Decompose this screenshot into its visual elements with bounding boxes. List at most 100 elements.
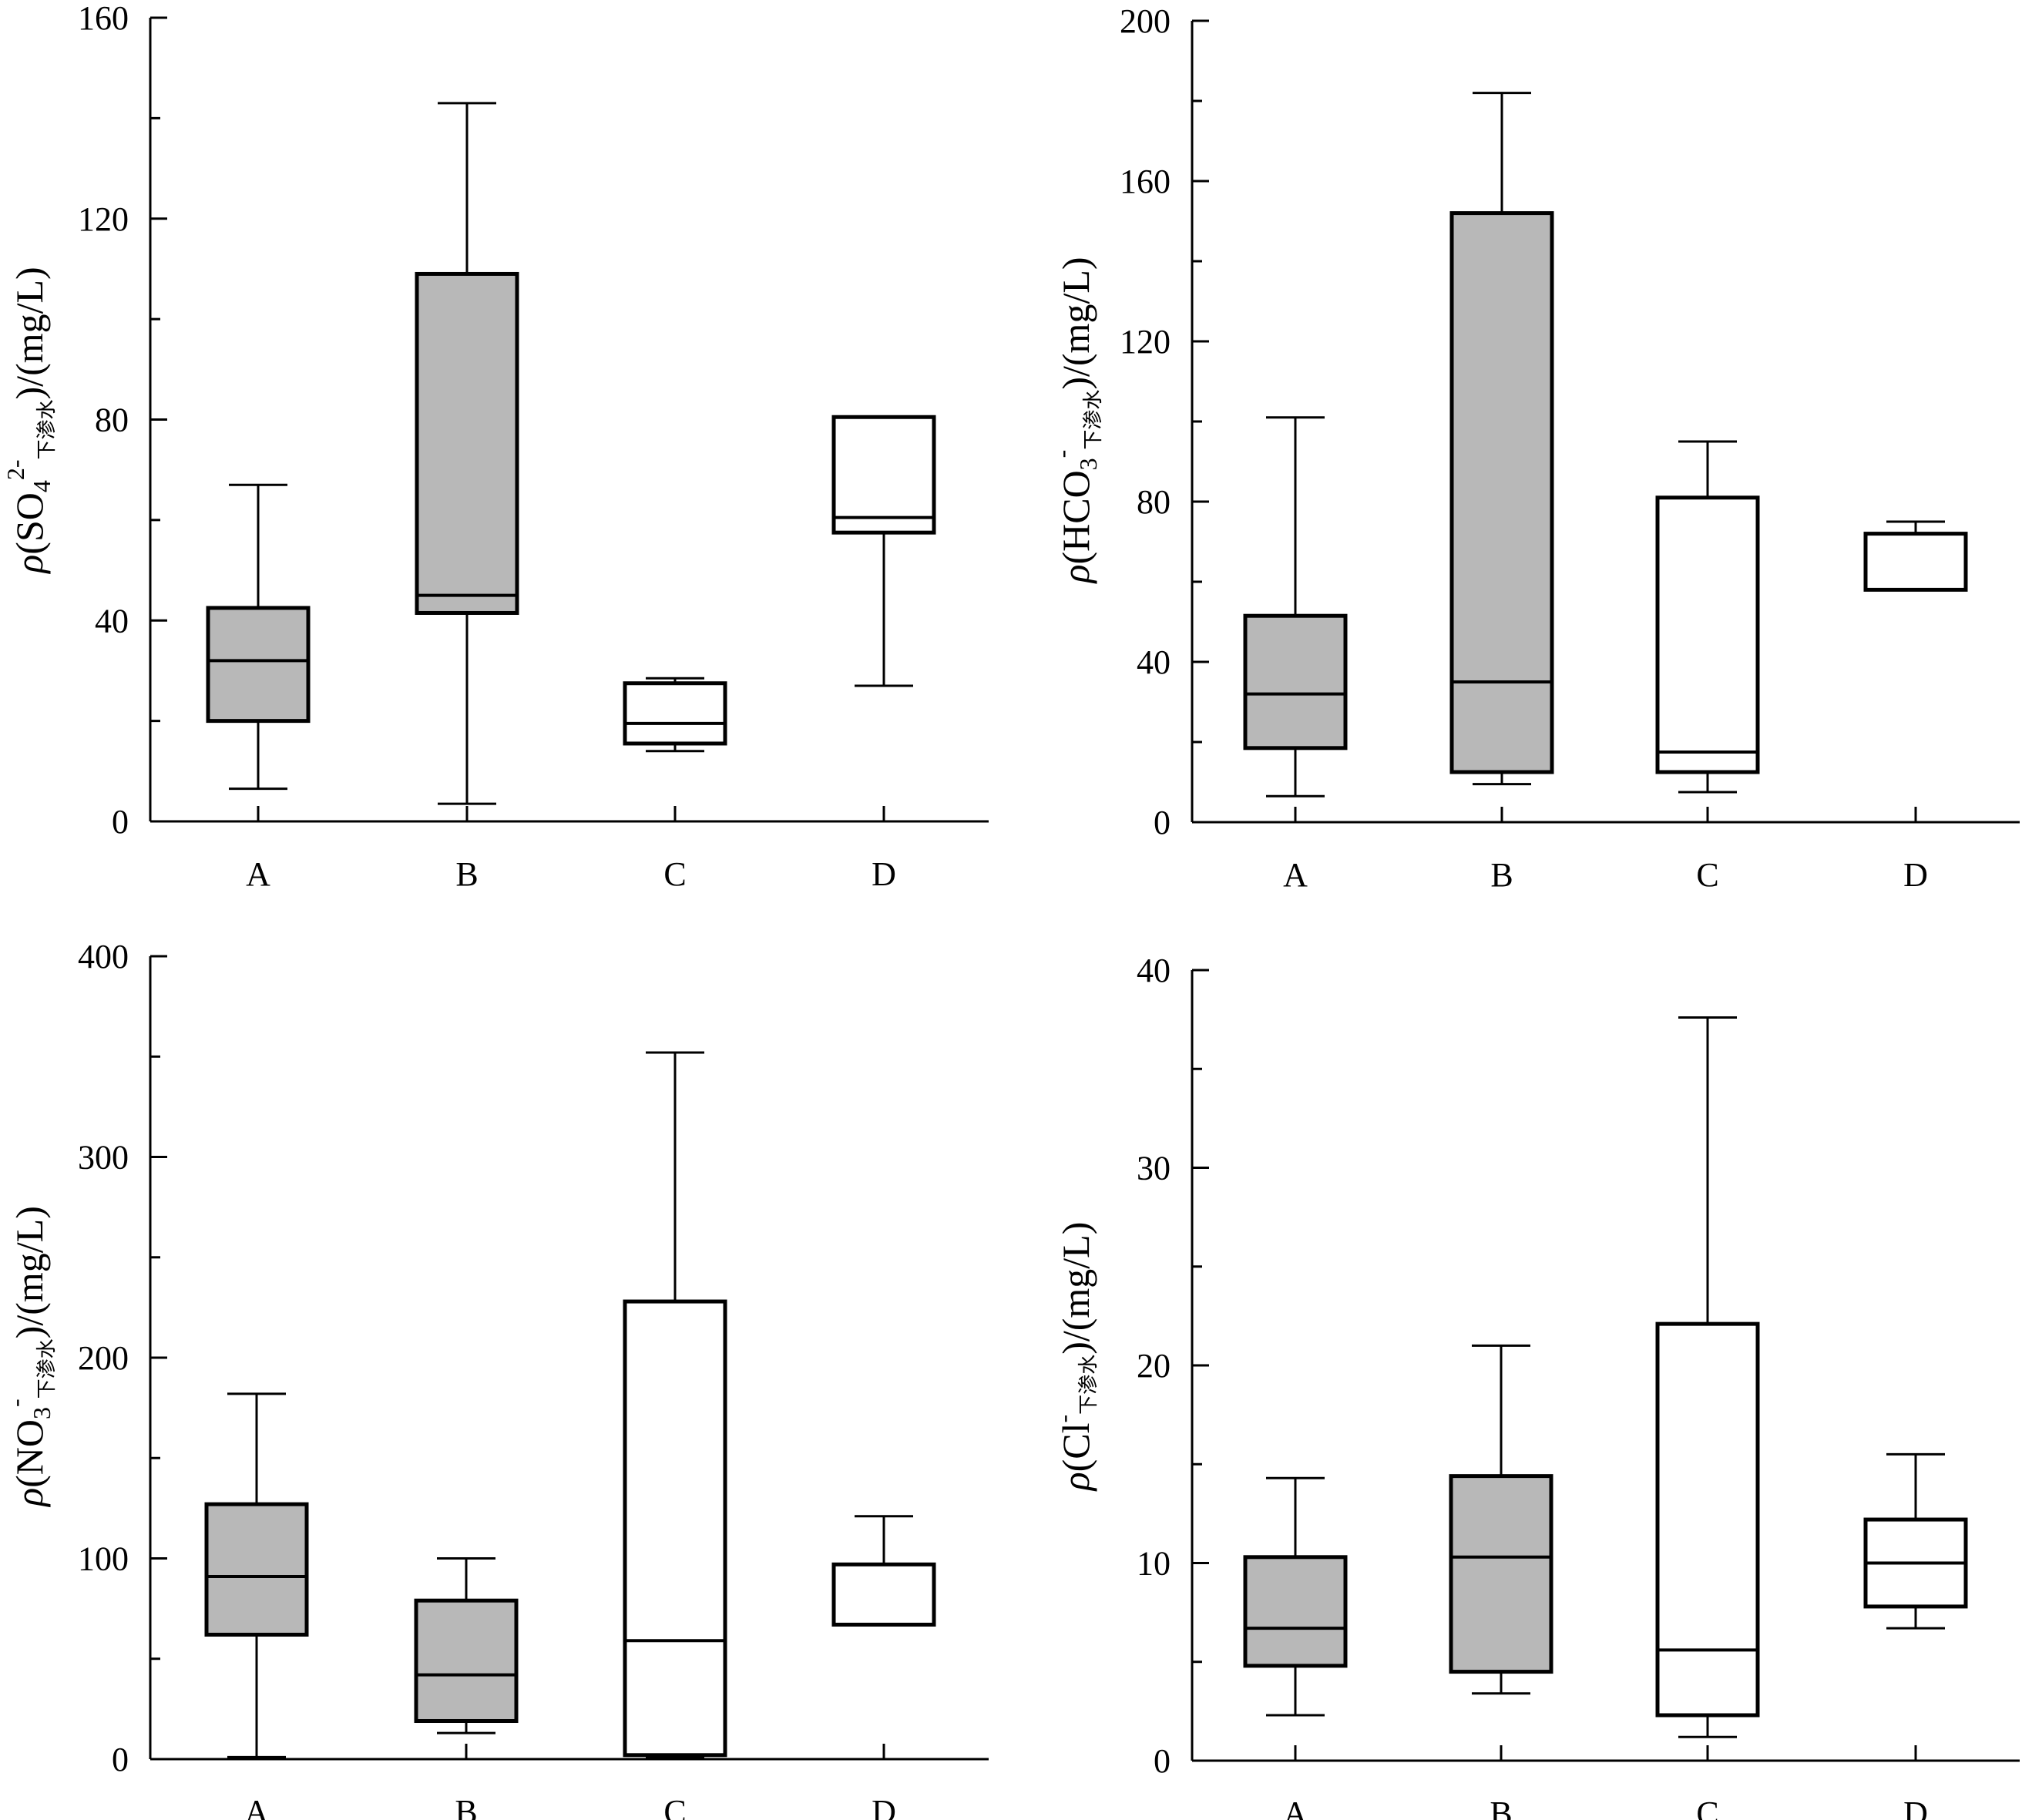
label-ion: (Cl <box>1054 1422 1097 1472</box>
box-B <box>1449 92 1554 786</box>
box-D <box>831 1515 936 1627</box>
box-D <box>1863 520 1968 592</box>
y-tick-label: 120 <box>1120 323 1171 361</box>
x-tick-label: A <box>244 1793 269 1820</box>
iqr-box <box>1243 613 1348 750</box>
box-B <box>414 1557 519 1734</box>
label-subscript-text: 下渗水 <box>1077 1355 1100 1415</box>
iqr-box <box>623 1299 727 1758</box>
box-D <box>1863 1452 1968 1630</box>
y-tick-label: 40 <box>1137 643 1171 681</box>
y-tick-label: 160 <box>1120 163 1171 200</box>
y-tick-label: 0 <box>112 803 129 841</box>
iqr-box <box>831 415 936 535</box>
box-C <box>1655 440 1760 794</box>
box-D <box>831 415 936 687</box>
chart-panel-1: 0 40 80 120 160 A B C Dρ(SO42- 下渗水)/(mg/L) <box>2 0 989 893</box>
box-A <box>204 1392 309 1758</box>
iqr-box <box>1655 1321 1760 1718</box>
y-tick-label: 40 <box>95 602 129 640</box>
x-tick-label: C <box>663 1793 686 1820</box>
chart-panel-3: 0 100 200 300 400 A B C Dρ(NO3-下渗水)/(mg/L) <box>2 938 989 1820</box>
label-ion: (SO <box>8 492 51 555</box>
x-tick-label: C <box>663 855 686 893</box>
label-superscript: - <box>1048 450 1076 458</box>
label-unit: )/(mg/L) <box>1054 1222 1097 1355</box>
x-tick-label: C <box>1696 856 1718 894</box>
x-tick-label: D <box>872 855 896 893</box>
y-tick-label: 0 <box>1154 804 1171 841</box>
iqr-box <box>415 271 519 615</box>
label-unit: )/(mg/L) <box>8 267 51 399</box>
label-subscript: 3 <box>1074 458 1102 470</box>
label-unit: )/(mg/L) <box>1054 257 1097 389</box>
label-ion: (HCO <box>1054 470 1097 564</box>
y-tick-label: 10 <box>1137 1545 1171 1583</box>
box-A <box>1243 416 1348 798</box>
y-axis-label: ρ(Cl-下渗水)/(mg/L) <box>1050 1222 1100 1493</box>
y-tick-label: 20 <box>1137 1347 1171 1385</box>
box-B <box>1449 1344 1553 1695</box>
iqr-box <box>1863 532 1968 592</box>
y-tick-label: 300 <box>78 1139 129 1177</box>
box-C <box>623 1051 727 1758</box>
y-tick-label: 30 <box>1137 1150 1171 1187</box>
box-C <box>1655 1016 1760 1738</box>
box-C <box>623 677 727 753</box>
rho-symbol: ρ <box>1054 1472 1097 1492</box>
chart-panel-2: 0 40 80 120 160 200 A B C Dρ(HCO3-下渗水)/(mg/L) <box>1048 2 2020 894</box>
rho-symbol: ρ <box>8 1488 51 1508</box>
box-A <box>206 483 311 791</box>
y-tick-label: 80 <box>95 401 129 439</box>
rho-symbol: ρ <box>8 555 51 575</box>
y-tick-label: 80 <box>1137 483 1171 521</box>
label-superscript: - <box>1050 1415 1077 1423</box>
y-tick-label: 100 <box>78 1540 129 1578</box>
x-tick-label: C <box>1696 1795 1718 1820</box>
label-unit: )/(mg/L) <box>8 1206 51 1338</box>
x-tick-label: B <box>1490 1795 1512 1820</box>
rho-symbol: ρ <box>1054 565 1097 585</box>
iqr-box <box>831 1562 936 1627</box>
y-tick-label: 40 <box>1137 952 1171 989</box>
label-subscript-text: 下渗水 <box>1082 390 1104 450</box>
label-superscript: 2- <box>2 459 29 480</box>
iqr-box <box>1449 211 1554 774</box>
iqr-box <box>1449 1474 1553 1674</box>
label-subscript: 3 <box>28 1407 55 1419</box>
x-tick-label: B <box>1490 856 1513 894</box>
y-tick-label: 200 <box>78 1339 129 1377</box>
x-tick-label: D <box>1903 1795 1928 1820</box>
x-tick-label: B <box>455 855 478 893</box>
y-tick-label: 400 <box>78 938 129 975</box>
y-axis-label: ρ(HCO3-下渗水)/(mg/L) <box>1048 257 1104 584</box>
y-tick-label: 0 <box>1154 1742 1171 1780</box>
label-subscript: 4 <box>28 480 55 492</box>
iqr-box <box>414 1598 519 1724</box>
label-subscript-text: 下渗水 <box>35 399 58 459</box>
iqr-box <box>1243 1555 1348 1668</box>
y-axis-label: ρ(SO42- 下渗水)/(mg/L) <box>2 267 58 574</box>
y-tick-label: 160 <box>78 0 129 37</box>
label-ion: (NO <box>8 1419 51 1488</box>
box-B <box>415 102 519 805</box>
iqr-box <box>623 681 727 746</box>
iqr-box <box>1655 495 1760 774</box>
y-tick-label: 200 <box>1120 2 1171 40</box>
box-A <box>1243 1476 1348 1717</box>
x-tick-label: A <box>1283 1795 1308 1820</box>
x-tick-label: B <box>455 1793 477 1820</box>
chart-panel-4: 0 10 20 30 40 A B C Dρ(Cl-下渗水)/(mg/L) <box>1050 952 2020 1820</box>
y-tick-label: 0 <box>112 1741 129 1778</box>
x-tick-label: D <box>872 1793 896 1820</box>
x-tick-label: A <box>1283 856 1308 894</box>
x-tick-label: A <box>246 855 270 893</box>
iqr-box <box>206 606 311 724</box>
y-tick-label: 120 <box>78 200 129 238</box>
y-axis-label: ρ(NO3-下渗水)/(mg/L) <box>2 1206 58 1508</box>
label-subscript-text: 下渗水 <box>35 1338 58 1399</box>
x-tick-label: D <box>1903 856 1928 894</box>
label-superscript: - <box>2 1399 29 1407</box>
iqr-box <box>204 1502 309 1637</box>
